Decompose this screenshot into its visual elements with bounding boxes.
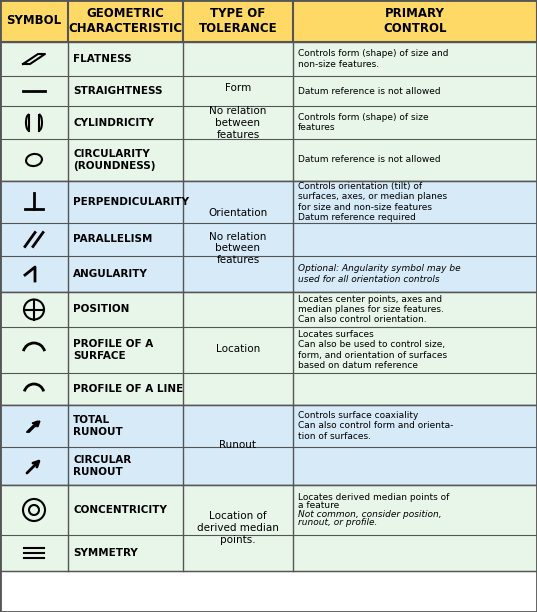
Bar [0, 292, 537, 405]
Text: STRAIGHTNESS: STRAIGHTNESS [73, 86, 163, 96]
Text: Datum reference is not allowed: Datum reference is not allowed [298, 155, 441, 165]
Text: Datum reference is not allowed: Datum reference is not allowed [298, 86, 441, 95]
Text: Runout: Runout [220, 440, 257, 450]
Text: Location: Location [216, 343, 260, 354]
Text: PERPENDICULARITY: PERPENDICULARITY [73, 197, 189, 207]
Text: PRIMARY
CONTROL: PRIMARY CONTROL [383, 7, 447, 35]
Text: POSITION: POSITION [73, 305, 129, 315]
Text: SYMBOL: SYMBOL [6, 15, 62, 28]
Text: Orientation

No relation
between
features: Orientation No relation between features [208, 208, 267, 265]
Text: Locates center points, axes and
median planes for size features.
Can also contro: Locates center points, axes and median p… [298, 294, 444, 324]
Bar [0, 485, 537, 571]
Text: CYLINDRICITY: CYLINDRICITY [73, 118, 154, 127]
Text: Locates derived median points of: Locates derived median points of [298, 493, 449, 502]
Text: TOTAL
RUNOUT: TOTAL RUNOUT [73, 415, 123, 437]
Bar [0, 181, 537, 292]
Bar [0, 405, 537, 485]
Text: Locates surfaces
Can also be used to control size,
form, and orientation of surf: Locates surfaces Can also be used to con… [298, 330, 447, 370]
Text: SYMMETRY: SYMMETRY [73, 548, 138, 558]
Text: runout, or profile.: runout, or profile. [298, 518, 378, 528]
Text: Form

No relation
between
features: Form No relation between features [209, 83, 267, 140]
Text: CONCENTRICITY: CONCENTRICITY [73, 505, 167, 515]
Text: PROFILE OF A
SURFACE: PROFILE OF A SURFACE [73, 339, 153, 361]
Text: CIRCULARITY
(ROUNDNESS): CIRCULARITY (ROUNDNESS) [73, 149, 156, 171]
Text: Controls surface coaxiality
Can also control form and orienta-
tion of surfaces.: Controls surface coaxiality Can also con… [298, 411, 453, 441]
Text: Controls form (shape) of size
features: Controls form (shape) of size features [298, 113, 429, 132]
Text: PROFILE OF A LINE: PROFILE OF A LINE [73, 384, 183, 394]
Bar [0, 0, 537, 42]
Text: PARALLELISM: PARALLELISM [73, 234, 153, 245]
Text: Location of
derived median
points.: Location of derived median points. [197, 512, 279, 545]
Text: TYPE OF
TOLERANCE: TYPE OF TOLERANCE [199, 7, 277, 35]
Text: Optional: Angularity symbol may be
used for all orientation controls: Optional: Angularity symbol may be used … [298, 264, 461, 284]
Text: CIRCULAR
RUNOUT: CIRCULAR RUNOUT [73, 455, 131, 477]
Text: Controls orientation (tilt) of
surfaces, axes, or median planes
for size and non: Controls orientation (tilt) of surfaces,… [298, 182, 447, 222]
Text: ANGULARITY: ANGULARITY [73, 269, 148, 279]
Text: a feature: a feature [298, 501, 339, 510]
Text: FLATNESS: FLATNESS [73, 54, 132, 64]
Text: Controls form (shape) of size and
non-size features.: Controls form (shape) of size and non-si… [298, 50, 448, 69]
Text: GEOMETRIC
CHARACTERISTIC: GEOMETRIC CHARACTERISTIC [68, 7, 183, 35]
Bar [0, 42, 537, 181]
Text: Not common, consider position,: Not common, consider position, [298, 510, 441, 519]
